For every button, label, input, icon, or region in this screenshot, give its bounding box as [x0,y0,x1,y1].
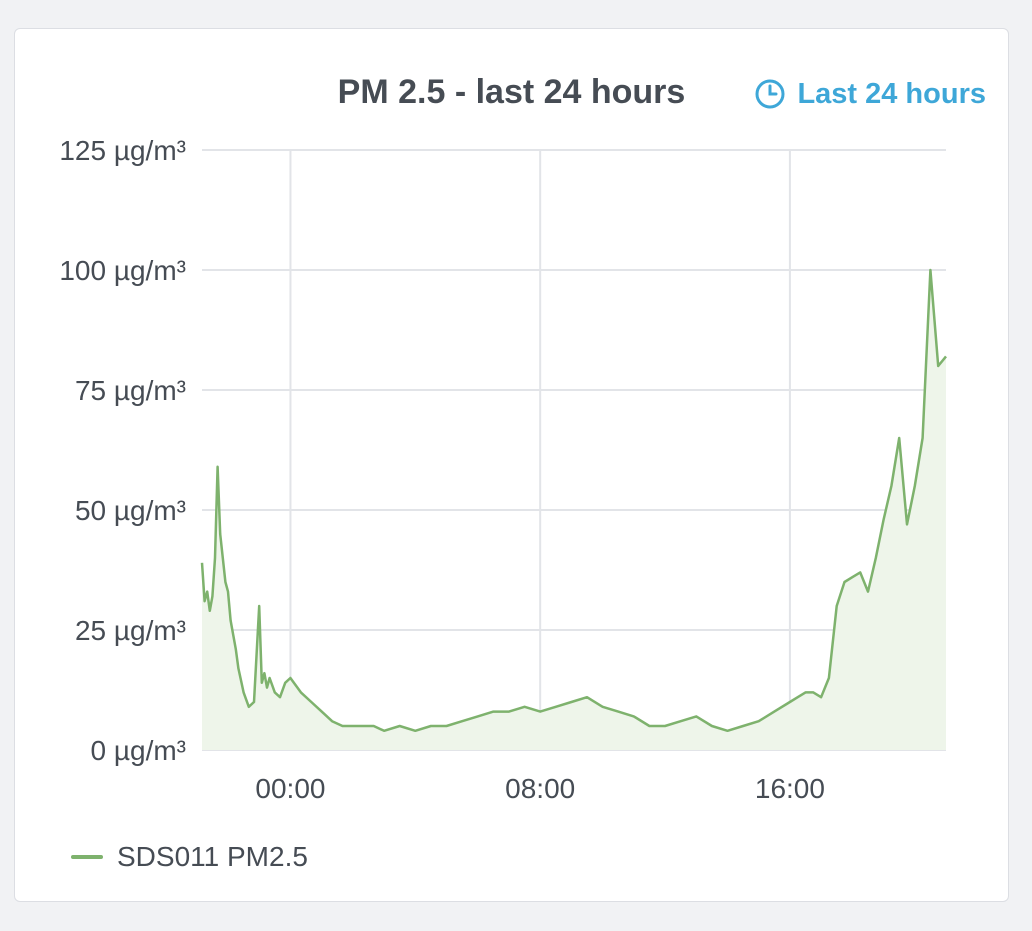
series-line-sds011 [200,268,947,733]
time-range-label: Last 24 hours [797,77,986,110]
x-tick-label: 16:00 [755,773,825,804]
legend-item-sds011[interactable]: SDS011 PM2.5 [71,841,308,873]
chart-panel: PM 2.5 - last 24 hours Last 24 hours 0 µ… [14,28,1009,902]
pm25-chart: 0 µg/m³ 25 µg/m³ 50 µg/m³ 75 µg/m³ 100 µg/m³… [59,135,947,804]
clock-icon [753,77,787,111]
y-tick-label: 100 µg/m³ [59,255,186,286]
x-tick-label: 08:00 [505,773,575,804]
y-tick-label: 25 µg/m³ [75,615,186,646]
y-tick-label: 75 µg/m³ [75,375,186,406]
x-tick-label: 00:00 [255,773,325,804]
y-tick-label: 50 µg/m³ [75,495,186,526]
time-range-picker[interactable]: Last 24 hours [753,77,986,111]
legend-swatch [71,855,103,859]
legend-label: SDS011 PM2.5 [117,841,308,872]
y-tick-label: 125 µg/m³ [59,135,186,166]
series-area-fill [202,270,946,750]
y-tick-label: 0 µg/m³ [91,735,186,766]
panel-title: PM 2.5 - last 24 hours [337,73,686,111]
